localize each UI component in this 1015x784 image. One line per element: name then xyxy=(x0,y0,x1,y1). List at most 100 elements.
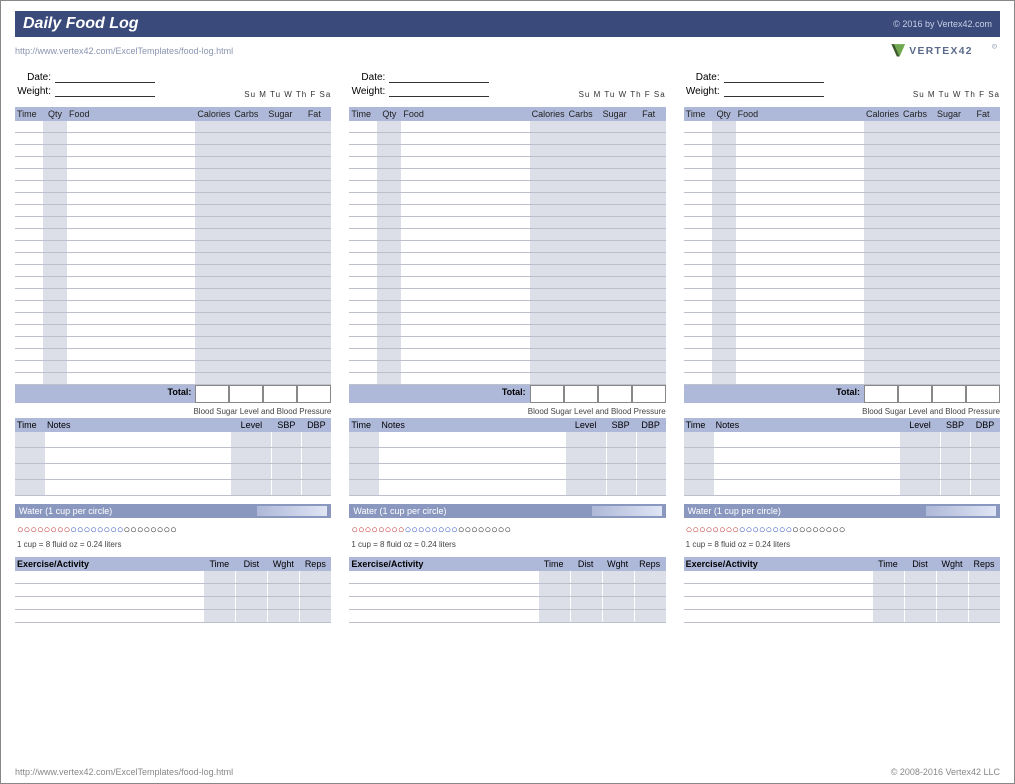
food-row xyxy=(349,313,665,325)
food-row xyxy=(349,241,665,253)
food-row xyxy=(684,313,1000,325)
exercise-row xyxy=(684,610,1000,623)
weight-field[interactable] xyxy=(724,85,824,97)
food-header: TimeQtyFoodCaloriesCarbsSugarFat xyxy=(684,107,1000,121)
date-label: Date: xyxy=(15,72,55,83)
water-circles: ○○○○○○○○○○○○○○○○○○○○○○○○ xyxy=(349,518,665,540)
total-calories xyxy=(195,385,229,403)
food-row xyxy=(349,217,665,229)
exercise-row xyxy=(684,584,1000,597)
food-row xyxy=(349,205,665,217)
food-row xyxy=(684,301,1000,313)
food-row xyxy=(15,121,331,133)
food-row xyxy=(349,157,665,169)
date-label: Date: xyxy=(349,72,389,83)
total-carbs xyxy=(898,385,932,403)
exercise-grid xyxy=(349,571,665,623)
food-row xyxy=(349,325,665,337)
weight-field[interactable] xyxy=(389,85,489,97)
bp-row xyxy=(15,464,331,480)
exercise-row xyxy=(349,597,665,610)
weight-field[interactable] xyxy=(55,85,155,97)
food-row xyxy=(684,277,1000,289)
page-title: Daily Food Log xyxy=(23,15,139,33)
exercise-header: Exercise/ActivityTimeDistWghtReps xyxy=(15,557,331,571)
bp-row xyxy=(349,448,665,464)
food-row xyxy=(349,361,665,373)
food-row xyxy=(15,373,331,385)
bp-row xyxy=(15,448,331,464)
bp-row xyxy=(349,432,665,448)
food-row xyxy=(684,361,1000,373)
food-row xyxy=(15,349,331,361)
water-header: Water (1 cup per circle) xyxy=(684,504,1000,518)
food-row xyxy=(15,325,331,337)
food-row xyxy=(684,133,1000,145)
day-panel: Date:Weight:Su M Tu W Th F SaTimeQtyFood… xyxy=(684,71,1000,623)
food-row xyxy=(684,193,1000,205)
bp-header: TimeNotesLevelSBPDBP xyxy=(349,418,665,432)
meta-section: Date:Weight:Su M Tu W Th F Sa xyxy=(684,71,1000,99)
weekday-labels: Su M Tu W Th F Sa xyxy=(913,90,1000,99)
food-row xyxy=(15,301,331,313)
total-calories xyxy=(864,385,898,403)
exercise-header: Exercise/ActivityTimeDistWghtReps xyxy=(349,557,665,571)
food-row xyxy=(684,349,1000,361)
total-carbs xyxy=(564,385,598,403)
food-row xyxy=(349,121,665,133)
date-field[interactable] xyxy=(55,71,155,83)
food-row xyxy=(684,289,1000,301)
day-panel: Date:Weight:Su M Tu W Th F SaTimeQtyFood… xyxy=(15,71,331,623)
food-row xyxy=(349,133,665,145)
total-row: Total: xyxy=(349,385,665,403)
bp-section-title: Blood Sugar Level and Blood Pressure xyxy=(349,407,665,416)
food-row xyxy=(15,277,331,289)
weight-label: Weight: xyxy=(349,86,389,97)
water-circles: ○○○○○○○○○○○○○○○○○○○○○○○○ xyxy=(684,518,1000,540)
exercise-row xyxy=(15,584,331,597)
water-header: Water (1 cup per circle) xyxy=(15,504,331,518)
weekday-labels: Su M Tu W Th F Sa xyxy=(244,90,331,99)
food-row xyxy=(684,337,1000,349)
food-row xyxy=(684,241,1000,253)
exercise-row xyxy=(684,597,1000,610)
copyright-text: © 2016 by Vertex42.com xyxy=(893,19,992,29)
weight-label: Weight: xyxy=(684,86,724,97)
date-field[interactable] xyxy=(724,71,824,83)
footer: http://www.vertex42.com/ExcelTemplates/f… xyxy=(15,767,1000,777)
food-row xyxy=(15,265,331,277)
food-row xyxy=(684,205,1000,217)
weight-label: Weight: xyxy=(15,86,55,97)
date-field[interactable] xyxy=(389,71,489,83)
title-bar: Daily Food Log © 2016 by Vertex42.com xyxy=(15,11,1000,37)
exercise-row xyxy=(684,571,1000,584)
food-row xyxy=(684,157,1000,169)
bp-row xyxy=(349,480,665,496)
food-row xyxy=(349,193,665,205)
food-row xyxy=(349,337,665,349)
bp-grid xyxy=(349,432,665,496)
food-row xyxy=(15,181,331,193)
food-row xyxy=(684,325,1000,337)
food-row xyxy=(349,169,665,181)
exercise-row xyxy=(15,597,331,610)
food-row xyxy=(15,133,331,145)
food-row xyxy=(684,169,1000,181)
food-row xyxy=(684,229,1000,241)
total-row: Total: xyxy=(15,385,331,403)
food-row xyxy=(15,229,331,241)
food-row xyxy=(349,289,665,301)
water-header: Water (1 cup per circle) xyxy=(349,504,665,518)
total-row: Total: xyxy=(684,385,1000,403)
bp-row xyxy=(684,432,1000,448)
exercise-row xyxy=(15,610,331,623)
bp-section-title: Blood Sugar Level and Blood Pressure xyxy=(15,407,331,416)
food-row xyxy=(15,337,331,349)
food-grid xyxy=(349,121,665,385)
food-row xyxy=(349,181,665,193)
exercise-row xyxy=(349,571,665,584)
food-row xyxy=(15,193,331,205)
total-sugar xyxy=(263,385,297,403)
total-sugar xyxy=(932,385,966,403)
water-note: 1 cup = 8 fluid oz = 0.24 liters xyxy=(15,540,331,551)
